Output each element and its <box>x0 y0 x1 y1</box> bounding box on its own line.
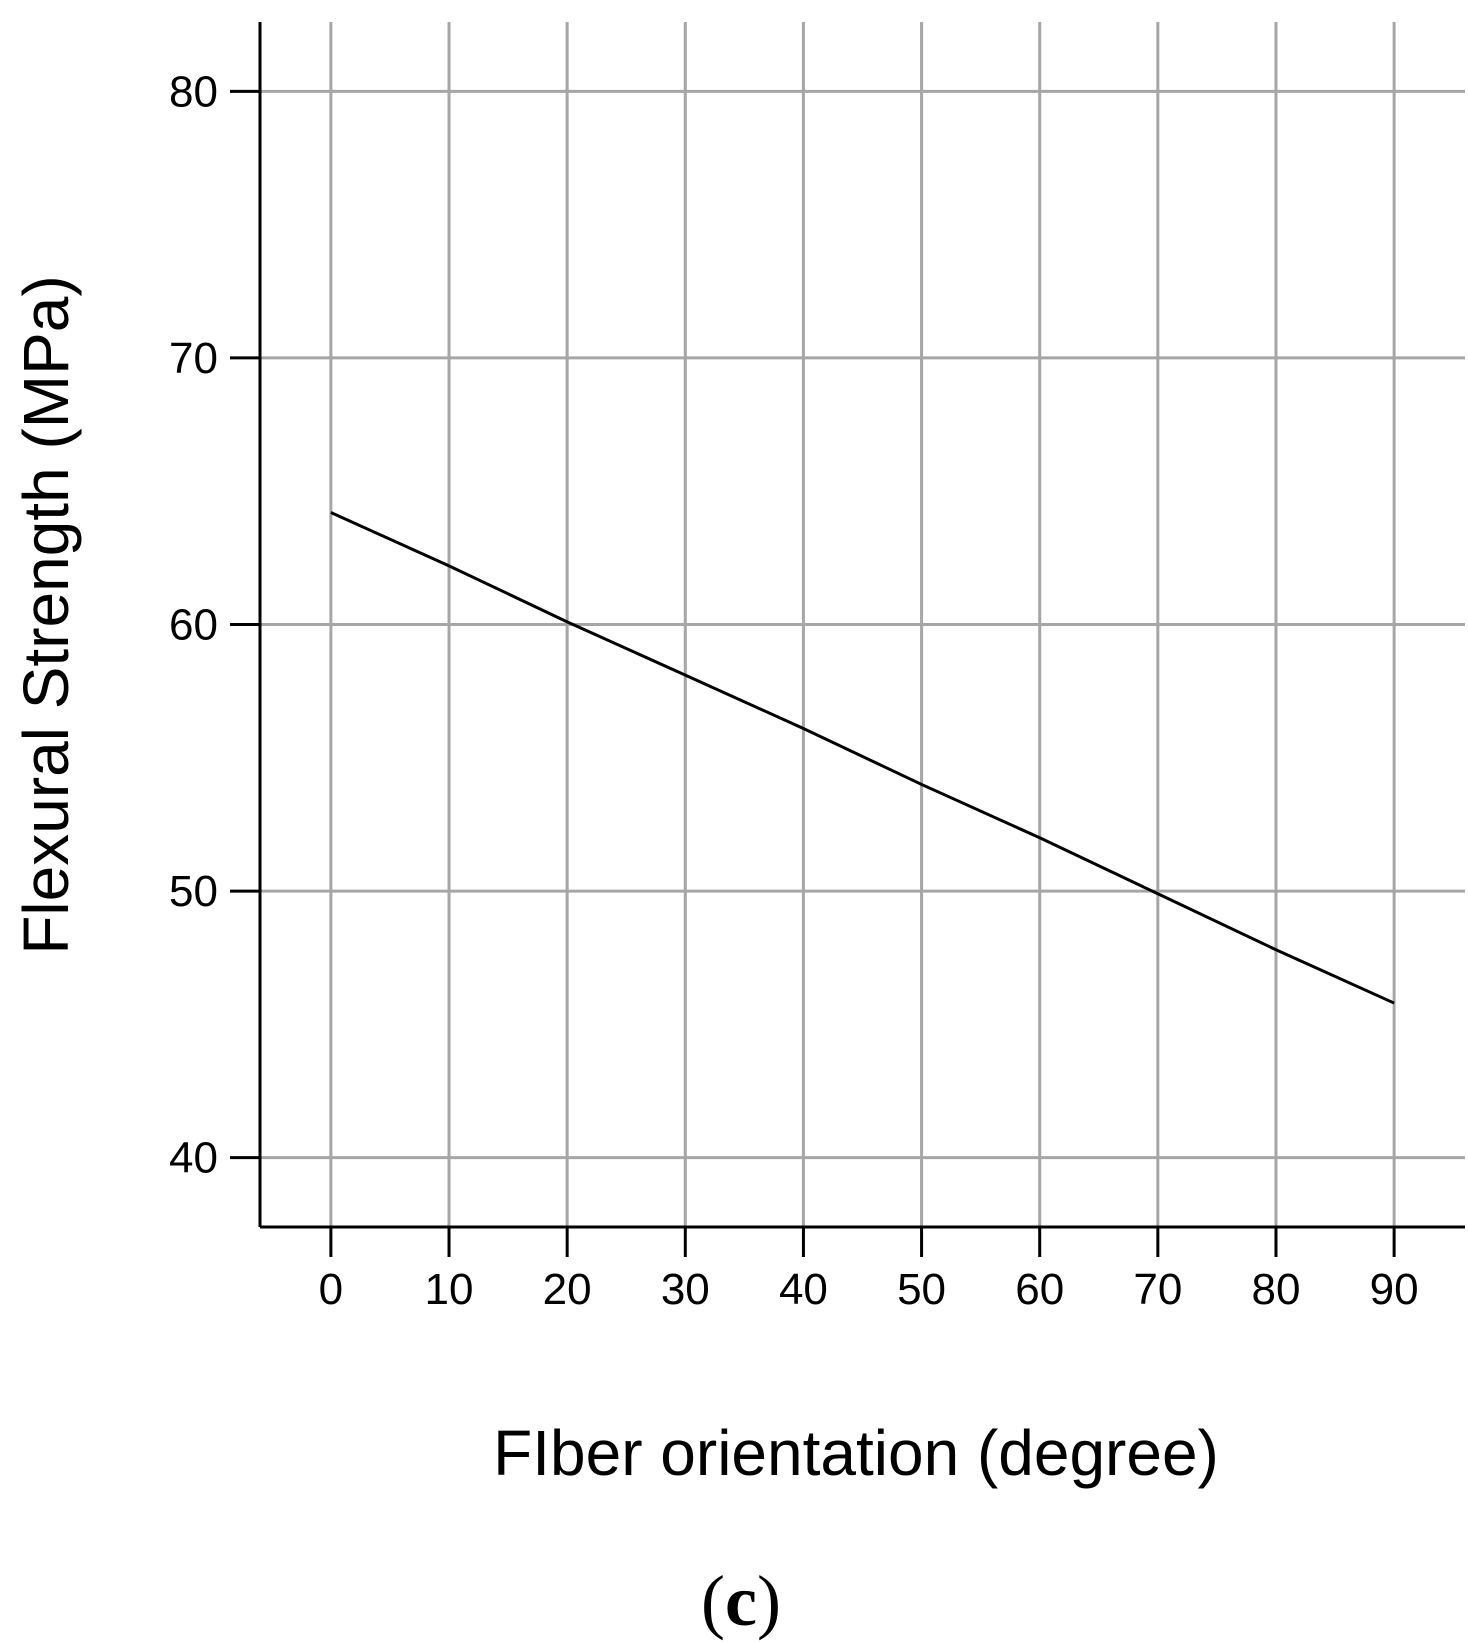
x-tick-label: 40 <box>779 1265 828 1314</box>
ticks: 40 50 60 70 80 0 10 20 30 40 50 60 70 80 90 <box>169 67 1419 1314</box>
x-tick-label: 60 <box>1015 1265 1064 1314</box>
x-axis-title: FIber orientation (degree) <box>493 1417 1219 1489</box>
y-tick-label: 70 <box>169 334 218 383</box>
y-tick-label: 60 <box>169 601 218 650</box>
y-tick-label: 80 <box>169 67 218 116</box>
svg-text:(c): (c) <box>701 1561 781 1641</box>
x-tick-label: 0 <box>319 1265 343 1314</box>
panel-label-close-paren: ) <box>757 1561 781 1641</box>
panel-label: (c) <box>701 1561 781 1641</box>
x-tick-label: 20 <box>543 1265 592 1314</box>
x-tick-label: 80 <box>1252 1265 1301 1314</box>
y-tick-label: 40 <box>169 1134 218 1183</box>
y-axis-title: Flexural Strength (MPa) <box>10 275 82 954</box>
series-line <box>330 511 1395 1005</box>
x-tick-label: 90 <box>1370 1265 1419 1314</box>
panel-label-open-paren: ( <box>701 1561 725 1641</box>
panel-label-letter: c <box>725 1561 757 1641</box>
x-tick-label: 70 <box>1133 1265 1182 1314</box>
x-tick-label: 10 <box>425 1265 474 1314</box>
grid <box>260 22 1465 1227</box>
y-tick-label: 50 <box>169 867 218 916</box>
x-tick-label: 30 <box>661 1265 710 1314</box>
series-layer <box>330 511 1395 1005</box>
x-tick-label: 50 <box>897 1265 946 1314</box>
